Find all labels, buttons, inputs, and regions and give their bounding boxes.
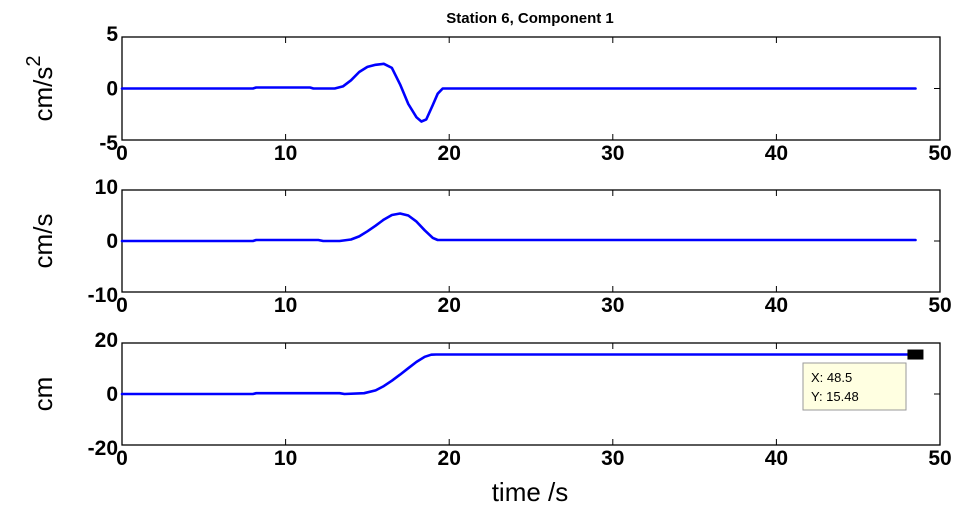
datatip-x-value: X: 48.5 bbox=[811, 370, 852, 385]
disp-xtick-label: 10 bbox=[274, 447, 297, 470]
vel-xtick-label: 30 bbox=[601, 294, 624, 317]
disp-xtick-label: 30 bbox=[601, 447, 624, 470]
accel-xtick-label: 20 bbox=[438, 142, 461, 165]
datatip-marker[interactable] bbox=[907, 349, 924, 360]
disp-ytick-label: 0 bbox=[106, 383, 118, 406]
disp-y-axis-label: cm bbox=[28, 377, 58, 412]
accel-xtick-label: 10 bbox=[274, 142, 297, 165]
vel-ytick-label: -10 bbox=[88, 284, 118, 307]
accel-y-axis-label: cm/s2 bbox=[23, 55, 58, 121]
vel-ytick-label: 0 bbox=[106, 230, 118, 253]
vel-ytick-label: 10 bbox=[95, 176, 118, 199]
x-axis-label: time /s bbox=[492, 477, 569, 507]
disp-ytick-label: 20 bbox=[95, 329, 118, 352]
vel-xtick-label: 50 bbox=[928, 294, 951, 317]
datatip-box[interactable] bbox=[802, 362, 907, 411]
disp-series-line bbox=[120, 353, 917, 396]
accel-series-line bbox=[120, 62, 917, 123]
accel-ytick-label: 0 bbox=[106, 78, 118, 101]
accel-xtick-label: 40 bbox=[765, 142, 788, 165]
vel-xtick-label: 40 bbox=[765, 294, 788, 317]
accel-ytick-label: -5 bbox=[99, 132, 118, 155]
chart-title: Station 6, Component 1 bbox=[446, 10, 614, 27]
vel-xtick-label: 10 bbox=[274, 294, 297, 317]
disp-xtick-label: 20 bbox=[438, 447, 461, 470]
vel-xtick-label: 0 bbox=[116, 294, 128, 317]
accel-ytick-label: 5 bbox=[106, 23, 118, 46]
accel-xtick-label: 0 bbox=[116, 142, 128, 165]
accel-y-axis-label-superscript: 2 bbox=[23, 55, 45, 66]
vel-y-axis-label: cm/s bbox=[28, 214, 58, 269]
disp-xtick-label: 50 bbox=[928, 447, 951, 470]
disp-xtick-label: 0 bbox=[116, 447, 128, 470]
datatip-y-value: Y: 15.48 bbox=[811, 389, 859, 404]
accel-xtick-label: 50 bbox=[928, 142, 951, 165]
accel-xtick-label: 30 bbox=[601, 142, 624, 165]
vel-series-line bbox=[120, 212, 917, 243]
vel-xtick-label: 20 bbox=[438, 294, 461, 317]
disp-xtick-label: 40 bbox=[765, 447, 788, 470]
disp-ytick-label: -20 bbox=[88, 437, 118, 460]
